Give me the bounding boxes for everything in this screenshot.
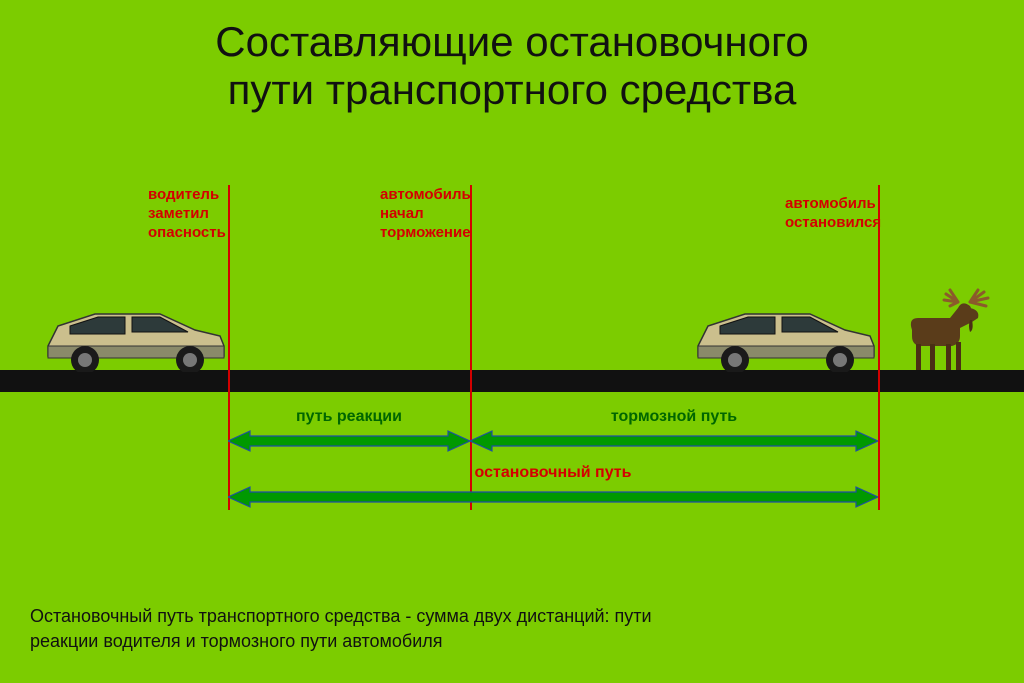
label-reaction: путь реакции [228, 408, 470, 426]
arrow-stopping [228, 486, 878, 508]
moose-obstacle [900, 288, 995, 373]
stopping-distance-diagram: водитель заметил опасность автомобиль на… [0, 180, 1024, 520]
car-stopped [690, 302, 880, 372]
marker-label-3: автомобиль остановился [785, 195, 881, 233]
arrow-braking [470, 430, 878, 452]
marker-label-1: водитель заметил опасность [148, 186, 226, 242]
label-stopping: остановочный путь [228, 464, 878, 482]
footnote: Остановочный путь транспортного средства… [30, 604, 652, 653]
page-title: Составляющие остановочного пути транспор… [0, 0, 1024, 115]
road [0, 370, 1024, 392]
car-start [40, 302, 230, 372]
marker-label-2: автомобиль начал торможение [380, 186, 471, 242]
marker-line-3 [878, 185, 880, 510]
label-braking: тормозной путь [470, 408, 878, 426]
arrow-reaction [228, 430, 470, 452]
marker-line-1 [228, 185, 230, 510]
